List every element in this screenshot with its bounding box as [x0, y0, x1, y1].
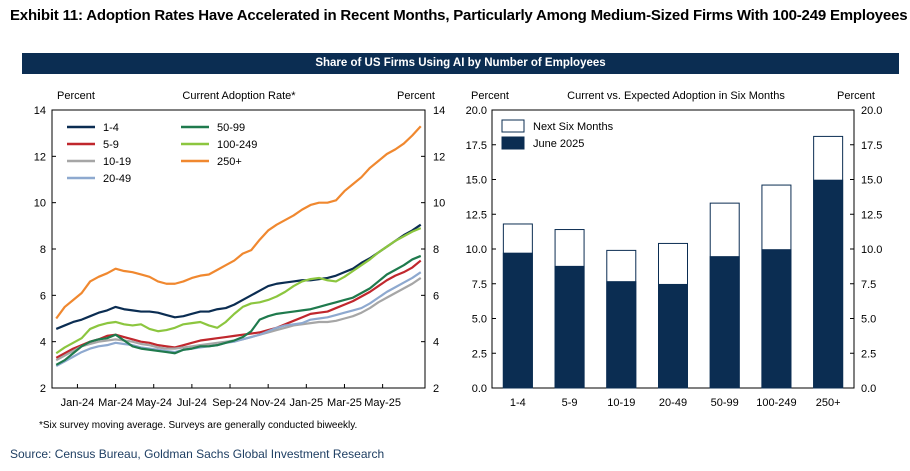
y-tick-label-left: 12 [34, 151, 46, 163]
y-tick-label-left: 15.0 [466, 175, 487, 187]
x-tick-label: May-25 [364, 397, 401, 409]
right-axis-label: Percent [397, 90, 435, 102]
bar-june-2025 [606, 281, 637, 389]
bar-june-2025 [658, 283, 688, 389]
y-tick-label-right: 12.5 [861, 209, 882, 221]
x-tick-label: Jan-25 [289, 397, 323, 409]
x-tick-label: 20-49 [659, 397, 687, 409]
bar-june-2025 [761, 249, 792, 389]
legend-label-1-4: 1-4 [103, 122, 119, 134]
y-tick-label-right: 14 [433, 105, 445, 117]
legend-label-250+: 250+ [217, 156, 242, 168]
legend-label-5-9: 5-9 [103, 139, 119, 151]
x-tick-label: 5-9 [562, 397, 578, 409]
x-tick-label: Jan-24 [61, 397, 95, 409]
y-tick-label-left: 8 [40, 244, 46, 256]
y-tick-label-right: 10 [433, 198, 445, 210]
legend-swatch-next-six-months [501, 119, 525, 133]
bar-chart-title: Current vs. Expected Adoption in Six Mon… [567, 90, 785, 102]
y-tick-label-right: 8 [433, 244, 439, 256]
x-tick-label: 100-249 [756, 397, 796, 409]
series-line-20-49 [55, 271, 422, 367]
y-tick-label-left: 14 [34, 105, 46, 117]
legend-swatch-june-2025 [501, 136, 525, 150]
legend-label-20-49: 20-49 [103, 173, 131, 185]
y-tick-label-left: 10 [34, 198, 46, 210]
y-tick-label-left: 7.5 [472, 279, 487, 291]
x-tick-label: 250+ [816, 397, 841, 409]
series-line-250+ [55, 125, 422, 320]
y-tick-label-left: 20.0 [466, 105, 487, 117]
x-tick-label: 1-4 [510, 397, 526, 409]
y-tick-label-right: 17.5 [861, 140, 882, 152]
bar-june-2025 [813, 179, 844, 389]
y-tick-label-right: 4 [433, 337, 439, 349]
footnote: *Six survey moving average. Surveys are … [39, 420, 358, 431]
bar-june-2025 [502, 252, 533, 389]
x-tick-label: Jul-24 [177, 397, 207, 409]
y-tick-label-right: 7.5 [861, 279, 876, 291]
line-chart-title: Current Adoption Rate* [182, 90, 296, 102]
series-line-50-99 [55, 254, 422, 366]
y-tick-label-left: 2 [40, 383, 46, 395]
y-tick-label-left: 5.0 [472, 314, 487, 326]
x-tick-label: Mar-24 [98, 397, 133, 409]
legend-label-50-99: 50-99 [217, 122, 245, 134]
right-axis-label: Percent [837, 90, 875, 102]
y-tick-label-right: 6 [433, 290, 439, 302]
y-tick-label-left: 4 [40, 337, 46, 349]
series-line-100-249 [55, 227, 422, 355]
exhibit-title: Exhibit 11: Adoption Rates Have Accelera… [10, 7, 908, 24]
y-tick-label-left: 2.5 [472, 348, 487, 360]
left-axis-label: Percent [57, 90, 95, 102]
legend-label-june-2025: June 2025 [533, 138, 584, 150]
legend-label-100-249: 100-249 [217, 139, 257, 151]
bar-chart: Percent Current vs. Expected Adoption in … [466, 90, 883, 409]
y-tick-label-right: 12 [433, 151, 445, 163]
x-tick-label: 50-99 [711, 397, 739, 409]
y-tick-label-left: 10.0 [466, 244, 487, 256]
series-line-1-4 [55, 223, 422, 330]
legend-label-next-six-months: Next Six Months [533, 121, 614, 133]
x-tick-label: Mar-25 [327, 397, 362, 409]
legend-label-10-19: 10-19 [103, 156, 131, 168]
bar-june-2025 [554, 265, 585, 389]
chart-banner: Share of US Firms Using AI by Number of … [22, 53, 899, 74]
line-chart: Percent Current Adoption Rate* Percent 2 2 4 4… [34, 90, 446, 409]
y-tick-label-right: 10.0 [861, 244, 882, 256]
y-tick-label-right: 20.0 [861, 105, 882, 117]
y-tick-label-left: 17.5 [466, 140, 487, 152]
y-tick-label-right: 2 [433, 383, 439, 395]
x-tick-label: 10-19 [607, 397, 635, 409]
x-tick-label: Nov-24 [250, 397, 285, 409]
x-tick-label: May-24 [135, 397, 172, 409]
y-tick-label-left: 6 [40, 290, 46, 302]
y-tick-label-right: 0.0 [861, 383, 876, 395]
y-tick-label-left: 12.5 [466, 209, 487, 221]
plot-frame [51, 109, 426, 389]
source-note: Source: Census Bureau, Goldman Sachs Glo… [10, 447, 385, 461]
y-tick-label-left: 0.0 [472, 383, 487, 395]
y-tick-label-right: 15.0 [861, 175, 882, 187]
y-tick-label-right: 2.5 [861, 348, 876, 360]
left-axis-label: Percent [471, 90, 509, 102]
x-tick-label: Sep-24 [212, 397, 247, 409]
bar-june-2025 [709, 256, 740, 389]
y-tick-label-right: 5.0 [861, 314, 876, 326]
